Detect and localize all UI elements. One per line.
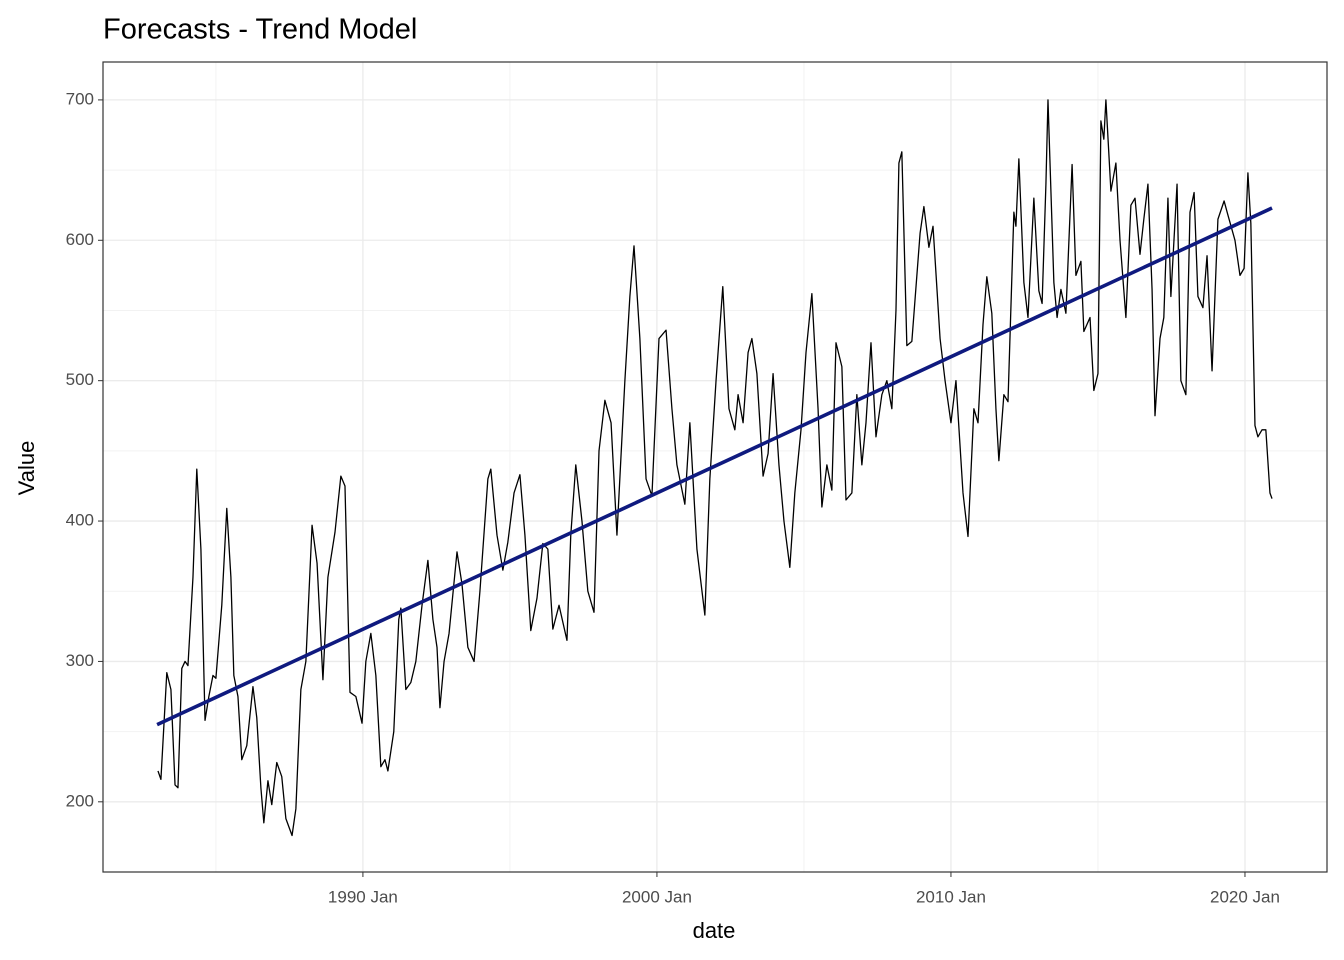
y-tick-label: 700 bbox=[66, 89, 94, 108]
x-tick-label: 1990 Jan bbox=[328, 887, 398, 906]
y-tick-label: 600 bbox=[66, 230, 94, 249]
y-tick-label: 200 bbox=[66, 791, 94, 810]
y-tick-label: 400 bbox=[66, 511, 94, 530]
data-line bbox=[156, 206, 1273, 727]
x-tick-label: 2000 Jan bbox=[622, 887, 692, 906]
chart-title: Forecasts - Trend Model bbox=[103, 14, 417, 46]
x-axis-title: date bbox=[693, 918, 736, 943]
data-line bbox=[157, 99, 1273, 837]
plot-border bbox=[102, 61, 1328, 873]
y-tick-label: 300 bbox=[66, 651, 94, 670]
y-tick-label: 500 bbox=[66, 370, 94, 389]
x-tick-label: 2020 Jan bbox=[1210, 887, 1280, 906]
y-axis-title: Value bbox=[14, 441, 39, 496]
x-tick-label: 2010 Jan bbox=[916, 887, 986, 906]
